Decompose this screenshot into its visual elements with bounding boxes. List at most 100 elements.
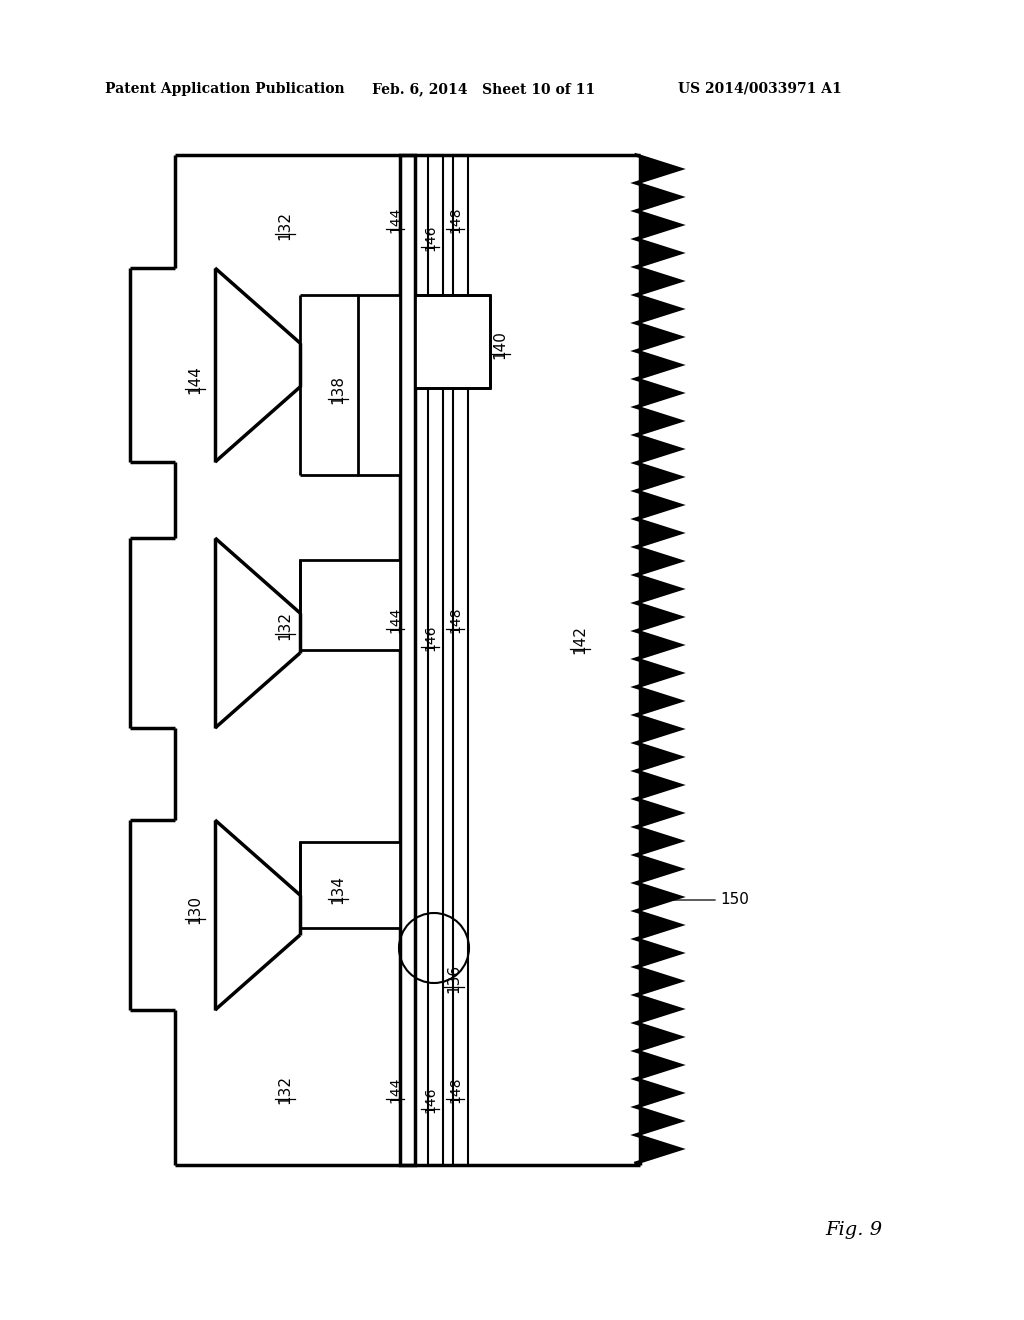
Polygon shape xyxy=(636,883,680,898)
Polygon shape xyxy=(636,981,680,995)
Polygon shape xyxy=(636,546,680,561)
Polygon shape xyxy=(636,756,680,771)
Polygon shape xyxy=(636,616,680,631)
Polygon shape xyxy=(636,939,680,953)
Polygon shape xyxy=(636,449,680,463)
Polygon shape xyxy=(636,715,680,729)
Text: 148: 148 xyxy=(449,207,462,234)
Polygon shape xyxy=(636,1023,680,1038)
Bar xyxy=(453,154,468,1166)
Polygon shape xyxy=(636,533,680,546)
Polygon shape xyxy=(636,366,680,379)
Polygon shape xyxy=(636,1093,680,1107)
Polygon shape xyxy=(636,491,680,506)
Polygon shape xyxy=(636,813,680,828)
Polygon shape xyxy=(636,911,680,925)
Polygon shape xyxy=(636,421,680,436)
Bar xyxy=(300,560,400,649)
Text: Fig. 9: Fig. 9 xyxy=(825,1221,882,1239)
Polygon shape xyxy=(636,673,680,686)
Polygon shape xyxy=(636,463,680,477)
Text: 144: 144 xyxy=(187,366,203,395)
Text: US 2014/0033971 A1: US 2014/0033971 A1 xyxy=(678,82,842,96)
Polygon shape xyxy=(636,743,680,756)
Polygon shape xyxy=(636,154,680,169)
Text: 144: 144 xyxy=(388,207,402,234)
Polygon shape xyxy=(636,211,680,224)
Polygon shape xyxy=(636,771,680,785)
Text: 132: 132 xyxy=(278,610,293,639)
Text: 150: 150 xyxy=(720,892,749,908)
Text: Patent Application Publication: Patent Application Publication xyxy=(105,82,345,96)
Text: 146: 146 xyxy=(423,224,437,251)
Text: 148: 148 xyxy=(449,1077,462,1104)
Polygon shape xyxy=(636,869,680,883)
Text: 130: 130 xyxy=(187,895,203,924)
Polygon shape xyxy=(636,898,680,911)
Polygon shape xyxy=(636,169,680,183)
Polygon shape xyxy=(636,183,680,197)
Text: 144: 144 xyxy=(388,1077,402,1104)
Polygon shape xyxy=(636,1078,680,1093)
Polygon shape xyxy=(636,589,680,603)
Polygon shape xyxy=(636,701,680,715)
Polygon shape xyxy=(636,477,680,491)
Polygon shape xyxy=(636,799,680,813)
Polygon shape xyxy=(636,253,680,267)
Polygon shape xyxy=(636,841,680,855)
Polygon shape xyxy=(636,506,680,519)
Text: 132: 132 xyxy=(278,210,293,239)
Polygon shape xyxy=(636,239,680,253)
Polygon shape xyxy=(636,281,680,294)
Text: 144: 144 xyxy=(388,607,402,634)
Polygon shape xyxy=(636,995,680,1008)
Bar xyxy=(415,294,490,388)
Bar xyxy=(400,154,415,1166)
Polygon shape xyxy=(636,351,680,366)
Polygon shape xyxy=(636,1135,680,1148)
Polygon shape xyxy=(636,1051,680,1065)
Polygon shape xyxy=(636,686,680,701)
Polygon shape xyxy=(636,267,680,281)
Polygon shape xyxy=(636,197,680,211)
Polygon shape xyxy=(636,393,680,407)
Polygon shape xyxy=(636,309,680,323)
Polygon shape xyxy=(636,855,680,869)
Polygon shape xyxy=(636,659,680,673)
Polygon shape xyxy=(636,631,680,645)
Text: 148: 148 xyxy=(449,607,462,634)
Polygon shape xyxy=(636,645,680,659)
Text: 142: 142 xyxy=(572,626,588,655)
Text: 132: 132 xyxy=(278,1076,293,1105)
Text: 140: 140 xyxy=(493,330,508,359)
Polygon shape xyxy=(636,294,680,309)
Polygon shape xyxy=(636,379,680,393)
Polygon shape xyxy=(636,1107,680,1121)
Bar xyxy=(300,842,400,928)
Polygon shape xyxy=(636,576,680,589)
Text: Feb. 6, 2014   Sheet 10 of 11: Feb. 6, 2014 Sheet 10 of 11 xyxy=(372,82,595,96)
Polygon shape xyxy=(636,337,680,351)
Polygon shape xyxy=(636,785,680,799)
Polygon shape xyxy=(636,407,680,421)
Polygon shape xyxy=(636,323,680,337)
Polygon shape xyxy=(636,436,680,449)
Polygon shape xyxy=(636,1148,680,1163)
Text: 136: 136 xyxy=(446,964,462,993)
Polygon shape xyxy=(636,828,680,841)
Polygon shape xyxy=(636,968,680,981)
Text: 146: 146 xyxy=(423,624,437,651)
Polygon shape xyxy=(636,1008,680,1023)
Text: 146: 146 xyxy=(423,1086,437,1113)
Text: 138: 138 xyxy=(331,375,345,404)
Bar xyxy=(428,154,443,1166)
Polygon shape xyxy=(636,561,680,576)
Polygon shape xyxy=(636,729,680,743)
Polygon shape xyxy=(636,519,680,533)
Polygon shape xyxy=(636,1121,680,1135)
Polygon shape xyxy=(636,953,680,968)
Text: 134: 134 xyxy=(331,875,345,904)
Polygon shape xyxy=(636,603,680,616)
Polygon shape xyxy=(636,1065,680,1078)
Polygon shape xyxy=(636,925,680,939)
